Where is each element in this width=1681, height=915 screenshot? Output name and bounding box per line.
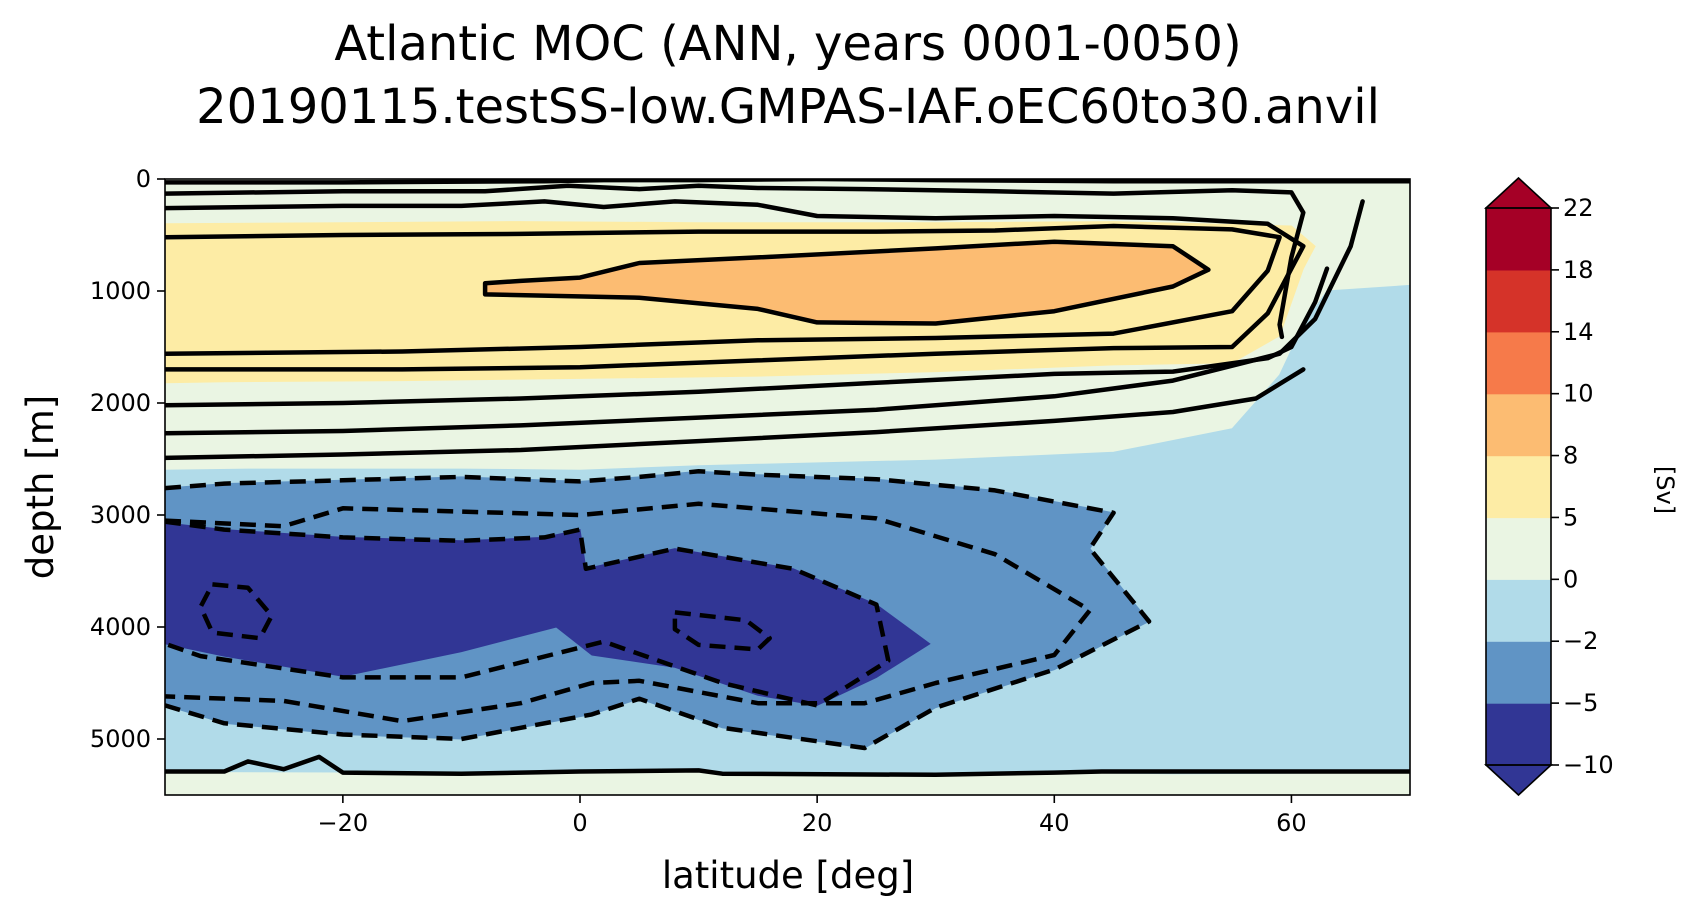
contour-positive-7 bbox=[165, 367, 1306, 461]
y-axis-label: depth [m] bbox=[19, 395, 62, 579]
colorbar-tick-label: −5 bbox=[1563, 689, 1598, 717]
y-tick-label: 5000 bbox=[90, 725, 151, 753]
contour-negative-2 bbox=[165, 519, 891, 708]
y-tick-label: 3000 bbox=[90, 501, 151, 529]
y-tick-label: 4000 bbox=[90, 613, 151, 641]
contour-negative-4 bbox=[672, 610, 772, 652]
x-tick-label: 60 bbox=[1276, 809, 1307, 837]
contour-positive-6 bbox=[165, 199, 1365, 436]
colorbar-swatch bbox=[1486, 455, 1551, 519]
contour-positive-2 bbox=[165, 199, 1306, 372]
plot-area bbox=[164, 178, 1411, 796]
contour-positive-4 bbox=[482, 239, 1211, 326]
contour-lines bbox=[165, 179, 1410, 778]
colorbar-swatch bbox=[1486, 331, 1551, 395]
contour-negative-1 bbox=[165, 501, 1093, 724]
contour-positive-8 bbox=[165, 754, 1410, 778]
colorbar-swatch bbox=[1486, 517, 1551, 580]
colorbar-frame bbox=[1485, 207, 1552, 766]
colorbar: −10 −5 −2 0 5 8 10 14 18 22 bbox=[1483, 176, 1614, 797]
chart-title-line-1: Atlantic MOC (ANN, years 0001-0050) bbox=[334, 16, 1241, 72]
plot-frame bbox=[164, 178, 1411, 796]
colorbar-extend-min bbox=[1483, 764, 1554, 797]
contour-negative-0 bbox=[165, 469, 1152, 751]
x-tick-label: −20 bbox=[318, 809, 369, 837]
colorbar-swatch bbox=[1486, 703, 1551, 766]
colorbar-swatch bbox=[1486, 208, 1551, 271]
x-tick-label: 20 bbox=[802, 809, 833, 837]
colorbar-tick-label: −2 bbox=[1563, 627, 1598, 655]
colorbar-extend-max bbox=[1483, 176, 1554, 209]
contour-positive-0 bbox=[165, 179, 1410, 185]
contour-negative-3 bbox=[198, 582, 274, 641]
x-axis: −20 0 20 40 60 bbox=[318, 795, 1307, 837]
contour-positive-1 bbox=[165, 183, 1306, 340]
y-tick-label: 1000 bbox=[90, 277, 151, 305]
x-tick-label: 40 bbox=[1039, 809, 1070, 837]
contour-positive-3 bbox=[165, 223, 1282, 356]
colorbar-tick-label: 10 bbox=[1563, 380, 1594, 408]
x-axis-label: latitude [deg] bbox=[662, 854, 914, 897]
colorbar-tick-label: 0 bbox=[1563, 565, 1578, 593]
colorbar-swatch bbox=[1486, 579, 1551, 642]
colorbar-tick-label: 18 bbox=[1563, 256, 1594, 284]
x-tick-label: 0 bbox=[572, 809, 587, 837]
colorbar-tick-label: 5 bbox=[1563, 503, 1578, 531]
colorbar-label: [Sv] bbox=[1651, 466, 1679, 514]
colorbar-tick-label: −10 bbox=[1563, 751, 1614, 779]
colorbar-tick-label: 22 bbox=[1563, 194, 1594, 222]
colorbar-swatch bbox=[1486, 269, 1551, 333]
y-tick-label: 2000 bbox=[90, 389, 151, 417]
chart-title-line-2: 20190115.testSS-low.GMPAS-IAF.oEC60to30.… bbox=[196, 79, 1380, 135]
y-axis: 0 1000 2000 3000 4000 5000 bbox=[90, 165, 165, 753]
colorbar-tick-label: 14 bbox=[1563, 318, 1594, 346]
y-tick-label: 0 bbox=[136, 165, 151, 193]
colorbar-swatch bbox=[1486, 393, 1551, 457]
colorbar-tick-label: 8 bbox=[1563, 442, 1578, 470]
colorbar-swatch bbox=[1486, 641, 1551, 704]
